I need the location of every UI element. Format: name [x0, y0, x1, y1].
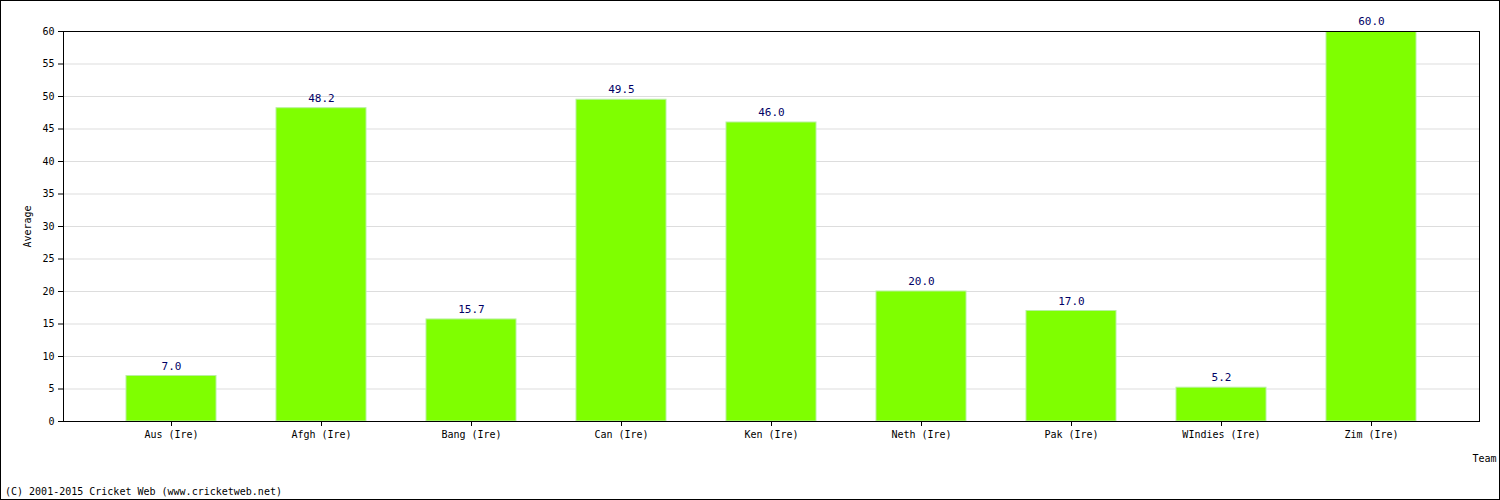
html-text:(C) 2001-2015 Cricket Web (www: (C) 2001-2015 Cricket Web (www.cricketwe… [5, 486, 282, 497]
svg-text:Team: Team [1472, 453, 1496, 464]
svg-text:WIndies (Ire): WIndies (Ire) [1182, 429, 1260, 440]
svg-text:Can (Ire): Can (Ire) [594, 429, 648, 440]
svg-text:Average: Average [22, 205, 33, 247]
svg-text:60.0: 60.0 [1358, 15, 1385, 28]
svg-text:0: 0 [48, 416, 54, 427]
svg-text:5.2: 5.2 [1212, 371, 1232, 384]
svg-text:35: 35 [42, 188, 54, 199]
svg-text:Zim (Ire): Zim (Ire) [1344, 429, 1398, 440]
svg-text:20: 20 [42, 286, 54, 297]
svg-text:15: 15 [42, 318, 54, 329]
svg-text:25: 25 [42, 253, 54, 264]
svg-text:20.0: 20.0 [908, 275, 935, 288]
svg-text:10: 10 [42, 351, 54, 362]
svg-text:15.7: 15.7 [458, 303, 485, 316]
svg-text:Pak (Ire): Pak (Ire) [1044, 429, 1098, 440]
svg-text:49.5: 49.5 [608, 83, 635, 96]
svg-text:5: 5 [48, 383, 54, 394]
svg-text:55: 55 [42, 58, 54, 69]
svg-text:48.2: 48.2 [308, 92, 335, 105]
svg-text:46.0: 46.0 [758, 106, 785, 119]
svg-text:45: 45 [42, 123, 54, 134]
svg-text:Ken (Ire): Ken (Ire) [744, 429, 798, 440]
svg-text:17.0: 17.0 [1058, 295, 1085, 308]
svg-text:50: 50 [42, 91, 54, 102]
svg-text:30: 30 [42, 221, 54, 232]
svg-text:40: 40 [42, 156, 54, 167]
svg-text:Aus (Ire): Aus (Ire) [144, 429, 198, 440]
svg-text:Bang (Ire): Bang (Ire) [441, 429, 501, 440]
svg-text:7.0: 7.0 [162, 360, 182, 373]
svg-text:Afgh (Ire): Afgh (Ire) [291, 429, 351, 440]
svg-text:Neth (Ire): Neth (Ire) [891, 429, 951, 440]
svg-text:60: 60 [42, 26, 54, 37]
